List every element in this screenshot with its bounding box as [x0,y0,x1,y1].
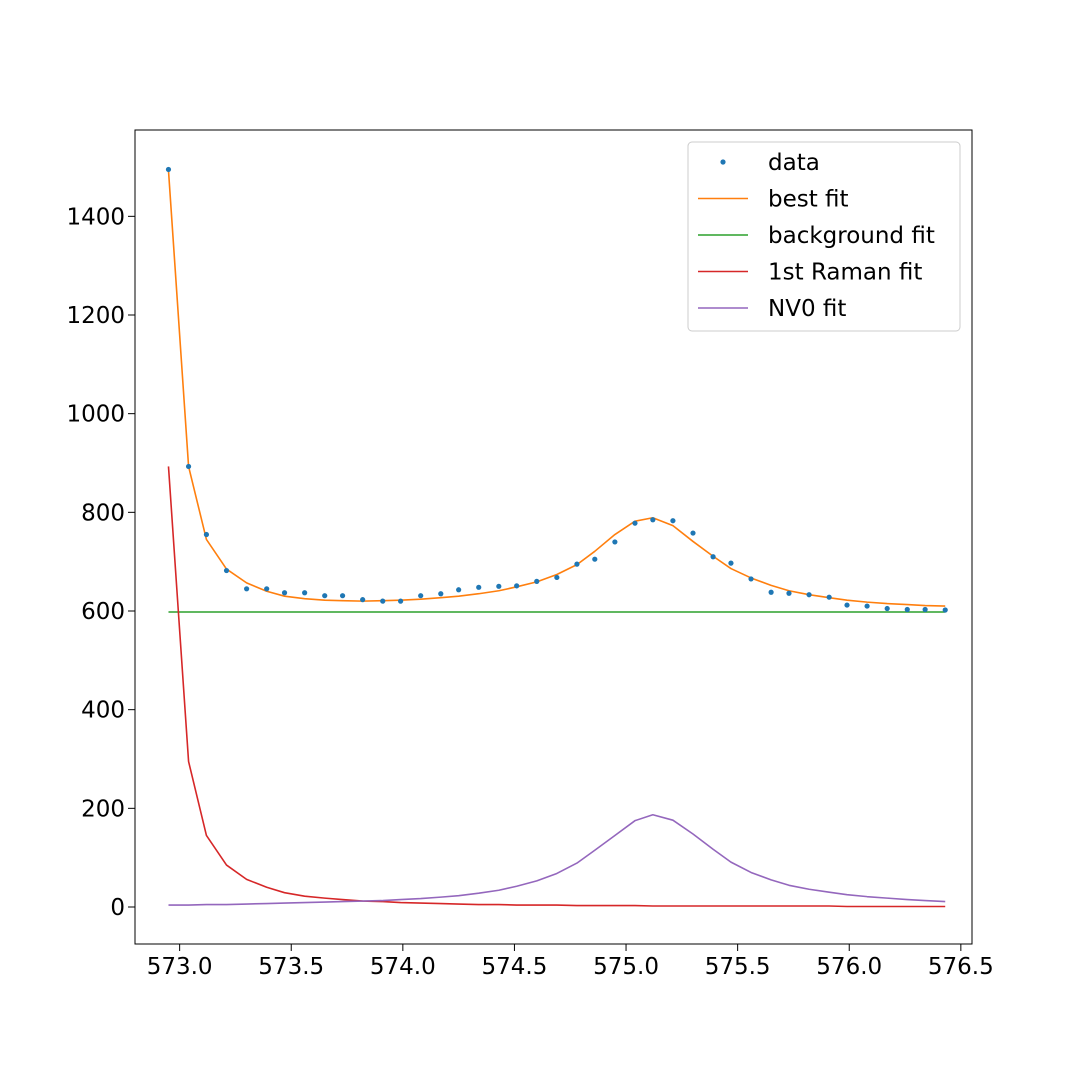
data-point [302,590,308,596]
data-point [592,556,598,562]
y-tick-label: 1400 [66,204,125,230]
data-point [264,586,270,592]
data-point [690,530,696,536]
data-point [438,591,444,597]
data-point [223,567,230,574]
legend-box [687,141,961,332]
data-point [670,518,676,524]
data-point [806,592,812,598]
data-point [728,560,734,566]
data-point [942,607,948,613]
data-point [884,605,890,612]
data-point [748,576,754,582]
data-point [864,603,870,609]
y-tick-label: 400 [81,698,125,724]
y-tick-label: 200 [81,796,125,822]
data-point [456,587,462,593]
data-point [632,520,638,526]
x-tick-label: 573.0 [147,954,213,980]
x-tick-label: 576.0 [816,954,882,980]
data-point [339,593,346,599]
data-point [612,539,618,545]
y-tick-label: 0 [110,895,125,921]
data-point [826,594,832,600]
data-point [786,590,792,596]
data-point [165,166,172,173]
x-tick-label: 575.5 [705,954,771,980]
legend-label-background-fit: background fit [768,223,935,249]
series-line-1st-raman-fit [167,466,946,908]
legend-label-best-fit: best fit [768,187,849,213]
legend: data best fit background fit 1st Raman fit N… [687,141,961,332]
data-point [534,578,540,585]
series-line-best-fit [167,170,946,607]
data-point [514,583,520,589]
data-point [904,606,910,613]
legend-label-1st-raman-fit: 1st Raman fit [768,260,922,286]
legend-label-data: data [768,150,820,176]
x-tick-label: 575.0 [593,954,659,980]
data-point [281,590,288,596]
y-axis: 0 200 400 600 800 1000 1200 1400 [66,204,135,921]
y-tick-label: 600 [81,599,125,625]
data-point [322,593,328,599]
data-point [922,606,928,613]
data-point [244,586,250,592]
legend-label-nv0-fit: NV0 fit [768,296,846,322]
data-point [360,597,366,603]
y-tick-label: 1200 [66,303,125,329]
x-tick-label: 573.5 [258,954,324,980]
data-point [203,531,210,538]
series-data [165,166,948,613]
data-point [496,583,502,589]
series-line-nv0-fit [168,813,946,906]
series-layer [165,166,948,908]
data-point [380,598,386,604]
legend-marker-data [720,159,726,165]
data-point [574,561,580,567]
y-tick-label: 800 [81,500,125,526]
y-tick-label: 1000 [66,402,125,428]
data-point [710,554,716,560]
x-tick-label: 574.5 [482,954,548,980]
x-axis: 573.0 573.5 574.0 574.5 575.0 575.5 576.0 576.5 [147,944,994,980]
data-point [185,463,192,470]
data-point [554,574,560,581]
axes-frame [134,129,973,945]
data-point [844,602,850,608]
data-point [650,517,656,523]
data-point [418,593,424,599]
x-tick-label: 576.5 [928,954,994,980]
x-tick-label: 574.0 [370,954,436,980]
data-point [476,584,482,590]
data-point [768,589,774,595]
data-point [398,598,404,604]
